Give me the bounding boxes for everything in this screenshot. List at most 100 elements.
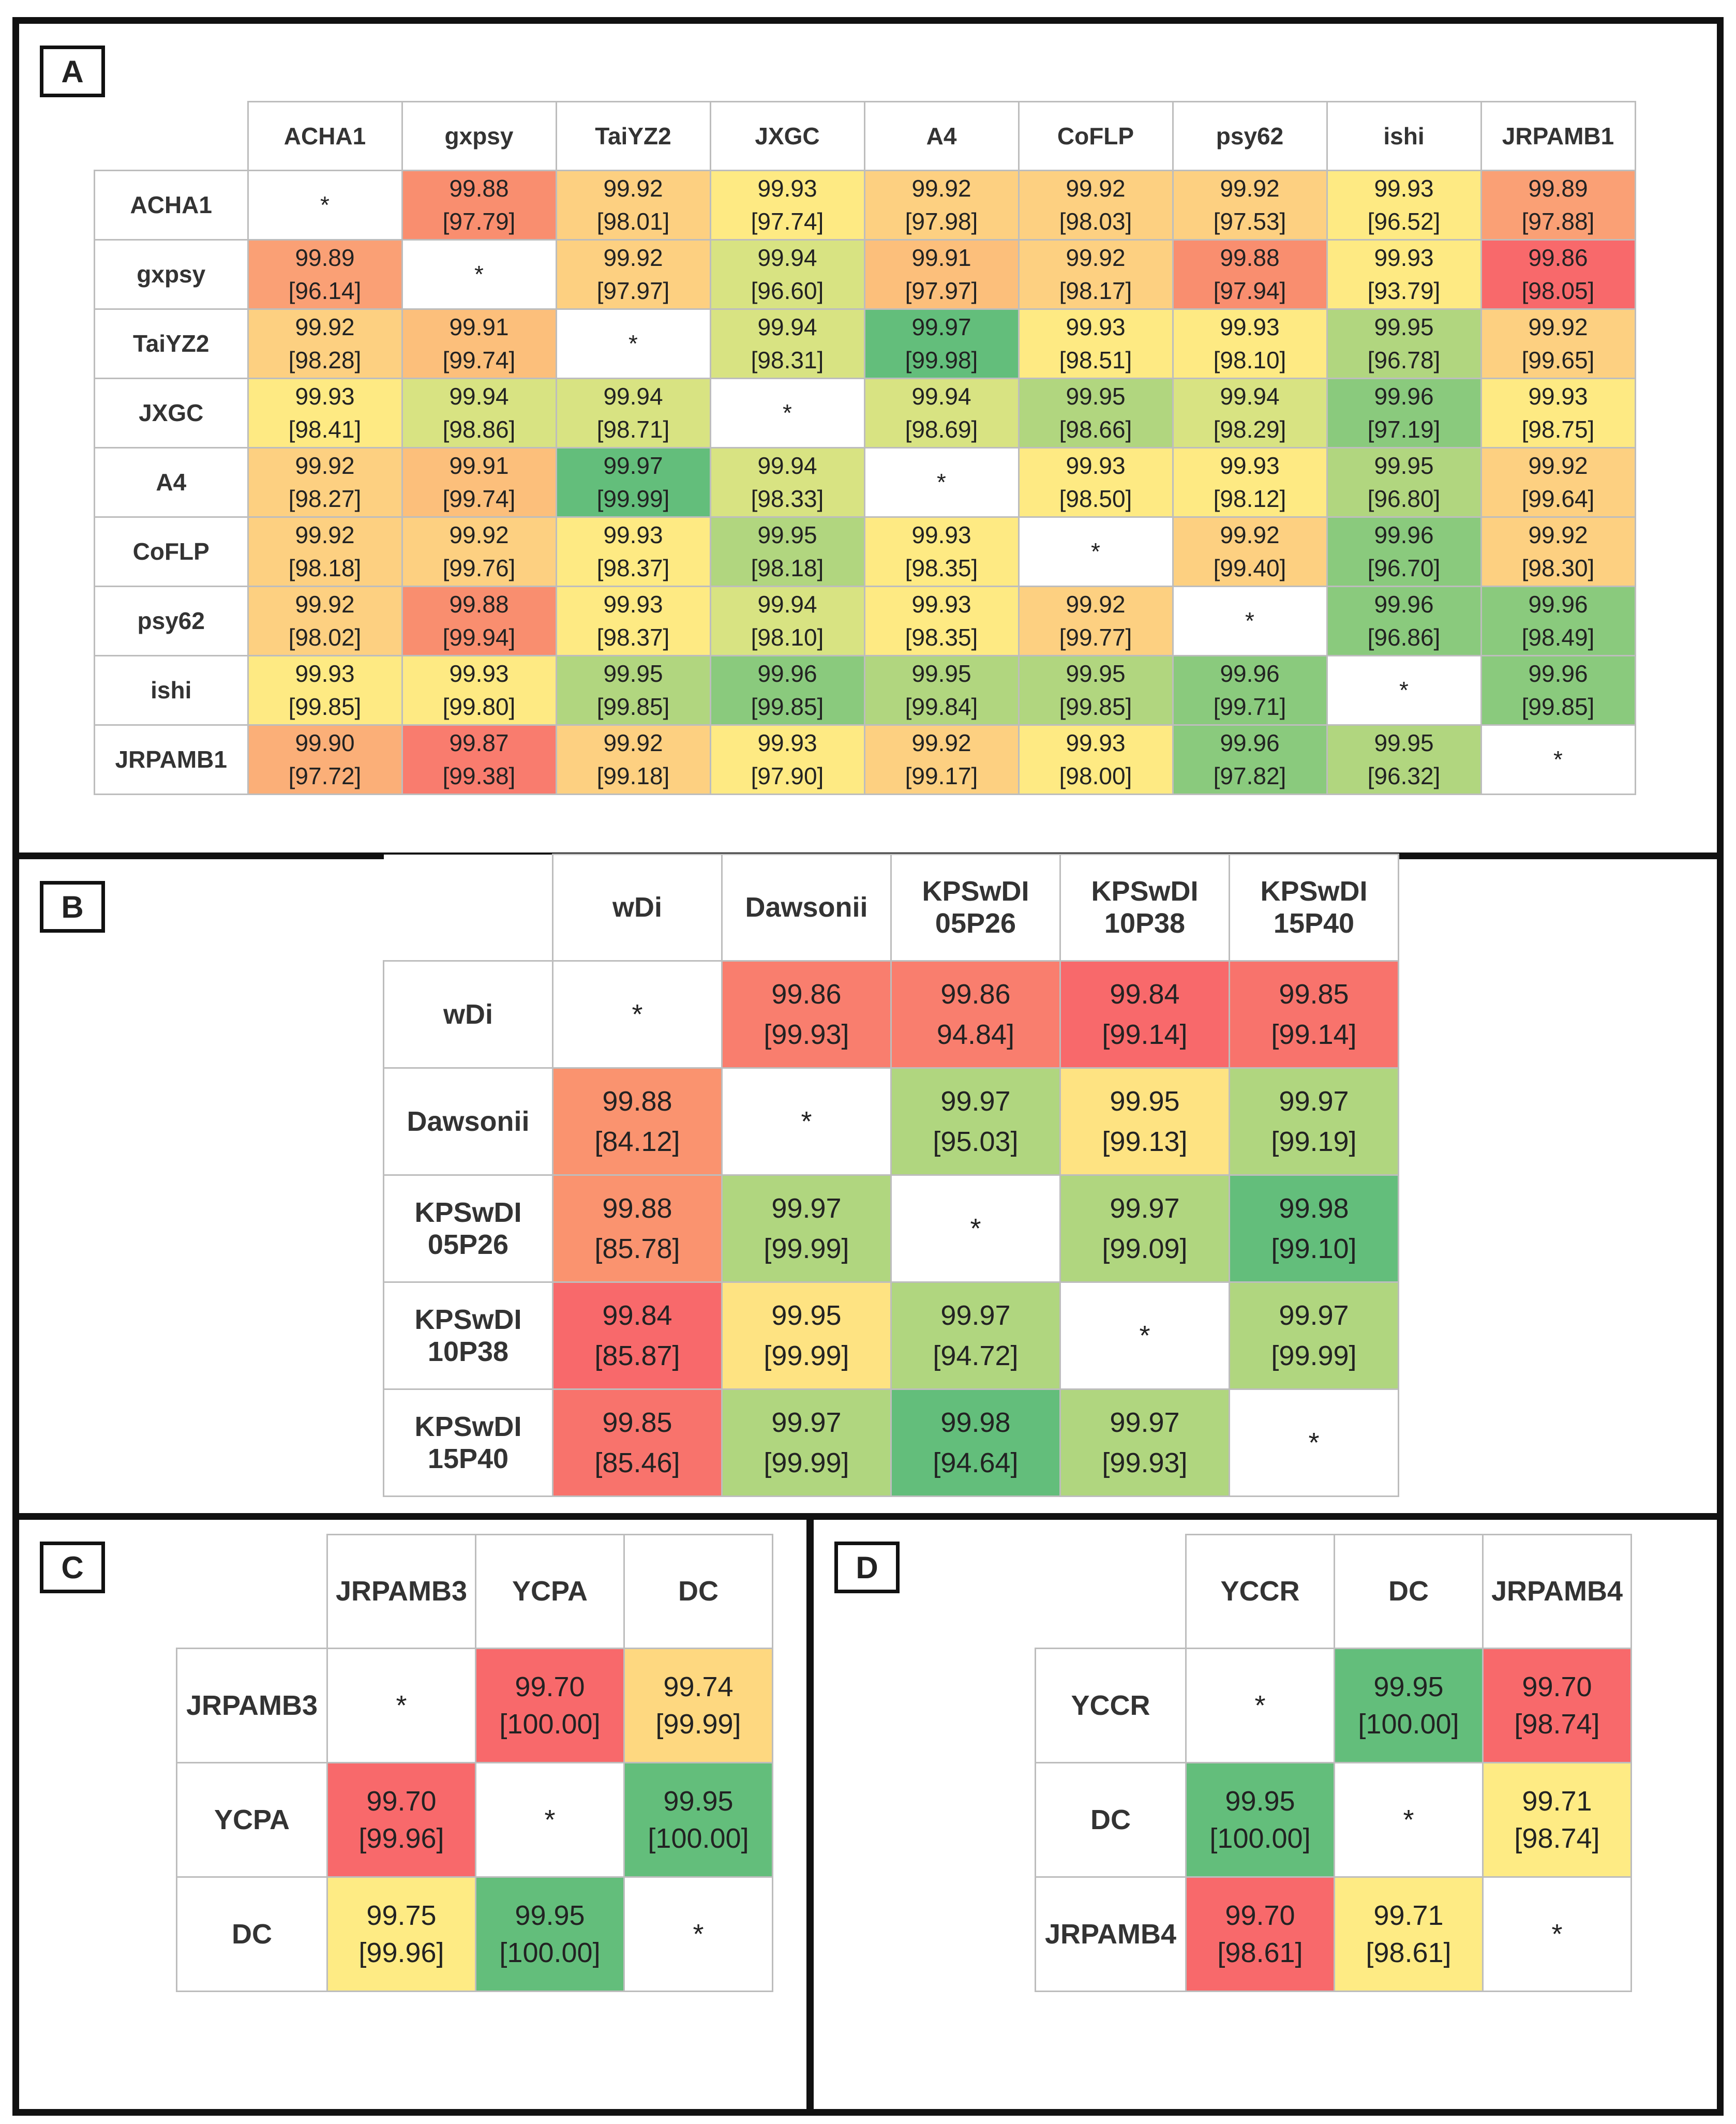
heatmap-cell: 99.75 [99.96] bbox=[326, 1876, 476, 1992]
cell-value: 99.90 bbox=[295, 729, 355, 756]
cell-secondary-value: [99.40] bbox=[1213, 555, 1286, 581]
heatmap-cell: 99.93 [99.80] bbox=[401, 654, 557, 726]
table-corner bbox=[383, 854, 553, 962]
cell-value: 99.94 bbox=[757, 244, 817, 271]
row-header: wDi bbox=[383, 960, 553, 1069]
cell-value: * bbox=[1551, 1918, 1563, 1950]
heatmap-cell: 99.98 [99.10] bbox=[1229, 1174, 1399, 1283]
cell-value: 99.86 bbox=[940, 978, 1011, 1010]
table-row: KPSwDI 05P26 99.88 [85.78] 99.97 [99.99] * 99.… bbox=[383, 1174, 1399, 1283]
cell-secondary-value: [99.14] bbox=[1271, 1019, 1357, 1050]
cell-value: 99.97 bbox=[603, 452, 663, 479]
diagonal-cell: * bbox=[1185, 1647, 1335, 1763]
cell-value: 99.96 bbox=[1374, 521, 1434, 548]
cell-value: * bbox=[1553, 746, 1563, 773]
heatmap-cell: 99.92 [99.76] bbox=[401, 516, 557, 587]
cell-value: 99.93 bbox=[1220, 313, 1280, 340]
cell-secondary-value: [98.02] bbox=[288, 624, 362, 651]
heatmap-cell: 99.94 [98.69] bbox=[863, 377, 1020, 448]
cell-secondary-value: [98.37] bbox=[596, 624, 670, 651]
cell-secondary-value: [97.97] bbox=[596, 277, 670, 304]
cell-secondary-value: [98.41] bbox=[288, 416, 362, 443]
table-row: gxpsy 99.89 [96.14] * 99.92 [97.97] 99.94 [96.6… bbox=[94, 238, 1636, 310]
cell-value: 99.95 bbox=[1374, 452, 1434, 479]
panel-d-label: D bbox=[834, 1542, 900, 1593]
cell-value: 99.94 bbox=[449, 383, 509, 410]
cell-value: 99.88 bbox=[449, 591, 509, 618]
cell-secondary-value: [96.32] bbox=[1367, 762, 1441, 789]
diagonal-cell: * bbox=[1326, 654, 1482, 726]
heatmap-cell: 99.95 [99.85] bbox=[555, 654, 711, 726]
cell-secondary-value: [98.75] bbox=[1521, 416, 1595, 443]
table-corner bbox=[1035, 1534, 1187, 1649]
cell-value: 99.97 bbox=[940, 1299, 1011, 1331]
cell-value: 99.88 bbox=[602, 1192, 672, 1224]
column-header: JRPAMB3 bbox=[326, 1534, 476, 1649]
diagonal-cell: * bbox=[721, 1067, 892, 1176]
cell-value: 99.92 bbox=[603, 244, 663, 271]
heatmap-cell: 99.96 [96.86] bbox=[1326, 585, 1482, 656]
heatmap-cell: 99.84 [99.14] bbox=[1059, 960, 1230, 1069]
cell-value: 99.91 bbox=[449, 313, 509, 340]
heatmap-cell: 99.94 [98.10] bbox=[709, 585, 865, 656]
heatmap-cell: 99.71 [98.74] bbox=[1482, 1761, 1632, 1878]
cell-value: 99.93 bbox=[449, 660, 509, 687]
cell-secondary-value: [99.38] bbox=[442, 762, 516, 789]
cell-value: 99.92 bbox=[295, 452, 355, 479]
cell-secondary-value: [98.61] bbox=[1366, 1937, 1451, 1968]
table-row: CoFLP 99.92 [98.18] 99.92 [99.76] 99.93 [98.37… bbox=[94, 516, 1636, 587]
cell-secondary-value: [99.85] bbox=[1521, 693, 1595, 720]
cell-value: 99.92 bbox=[295, 313, 355, 340]
heatmap-cell: 99.93 [98.37] bbox=[555, 516, 711, 587]
diagonal-cell: * bbox=[623, 1876, 773, 1992]
cell-value: * bbox=[783, 399, 792, 426]
cell-secondary-value: [96.86] bbox=[1367, 624, 1441, 651]
cell-value: * bbox=[1254, 1689, 1266, 1721]
cell-value: 99.92 bbox=[1066, 175, 1126, 202]
cell-secondary-value: [99.99] bbox=[764, 1340, 849, 1371]
cell-value: 99.92 bbox=[1220, 521, 1280, 548]
cell-secondary-value: [98.27] bbox=[288, 485, 362, 512]
cell-secondary-value: [97.53] bbox=[1213, 208, 1286, 235]
column-header: KPSwDI 15P40 bbox=[1229, 854, 1399, 962]
cell-value: 99.86 bbox=[771, 978, 842, 1010]
cell-value: 99.94 bbox=[757, 313, 817, 340]
table-row: ishi 99.93 [99.85] 99.93 [99.80] 99.95 [99.85]… bbox=[94, 654, 1636, 726]
heatmap-cell: 99.92 [98.01] bbox=[555, 169, 711, 241]
cell-secondary-value: [99.64] bbox=[1521, 485, 1595, 512]
cell-value: 99.71 bbox=[1373, 1899, 1444, 1931]
cell-value: 99.93 bbox=[1528, 383, 1588, 410]
cell-secondary-value: [85.78] bbox=[594, 1233, 680, 1264]
cell-value: 99.84 bbox=[602, 1299, 672, 1331]
table-row: TaiYZ2 99.92 [98.28] 99.91 [99.74] * 99.94 [98.… bbox=[94, 308, 1636, 379]
cell-value: 99.94 bbox=[911, 383, 971, 410]
cell-secondary-value: [99.93] bbox=[1102, 1447, 1188, 1478]
cell-value: 99.93 bbox=[1066, 313, 1126, 340]
diagonal-cell: * bbox=[555, 308, 711, 379]
cell-value: 99.93 bbox=[603, 591, 663, 618]
cell-secondary-value: [99.74] bbox=[442, 347, 516, 373]
row-header: JRPAMB3 bbox=[176, 1647, 328, 1763]
cell-secondary-value: [99.80] bbox=[442, 693, 516, 720]
cell-value: * bbox=[970, 1213, 981, 1244]
column-header: A4 bbox=[863, 101, 1020, 171]
row-header: YCPA bbox=[176, 1761, 328, 1878]
heatmap-cell: 99.93 [98.37] bbox=[555, 585, 711, 656]
table-row: A4 99.92 [98.27] 99.91 [99.74] 99.97 [99.99] 99… bbox=[94, 446, 1636, 518]
table-row: KPSwDI 15P40 99.85 [85.46] 99.97 [99.99] 99.9… bbox=[383, 1388, 1399, 1497]
cell-secondary-value: [99.14] bbox=[1102, 1019, 1188, 1050]
cell-secondary-value: [98.86] bbox=[442, 416, 516, 443]
cell-value: 99.93 bbox=[757, 175, 817, 202]
heatmap-cell: 99.91 [99.74] bbox=[401, 446, 557, 518]
table-row: JRPAMB3 * 99.70 [100.00] 99.74 [99.99] bbox=[176, 1647, 773, 1763]
heatmap-cell: 99.92 [97.97] bbox=[555, 238, 711, 310]
cell-secondary-value: [99.10] bbox=[1271, 1233, 1357, 1264]
diagonal-cell: * bbox=[709, 377, 865, 448]
cell-value: 99.92 bbox=[1528, 313, 1588, 340]
cell-secondary-value: [100.00] bbox=[648, 1822, 749, 1854]
cell-value: 99.88 bbox=[449, 175, 509, 202]
heatmap-table-d: YCCR DC JRPAMB4 YCCR * 99.95 [100.00] 99.70 [98.… bbox=[1035, 1534, 1632, 1992]
heatmap-cell: 99.92 [98.17] bbox=[1017, 238, 1174, 310]
cell-value: 99.97 bbox=[1279, 1299, 1349, 1331]
cell-value: 99.71 bbox=[1522, 1785, 1592, 1817]
